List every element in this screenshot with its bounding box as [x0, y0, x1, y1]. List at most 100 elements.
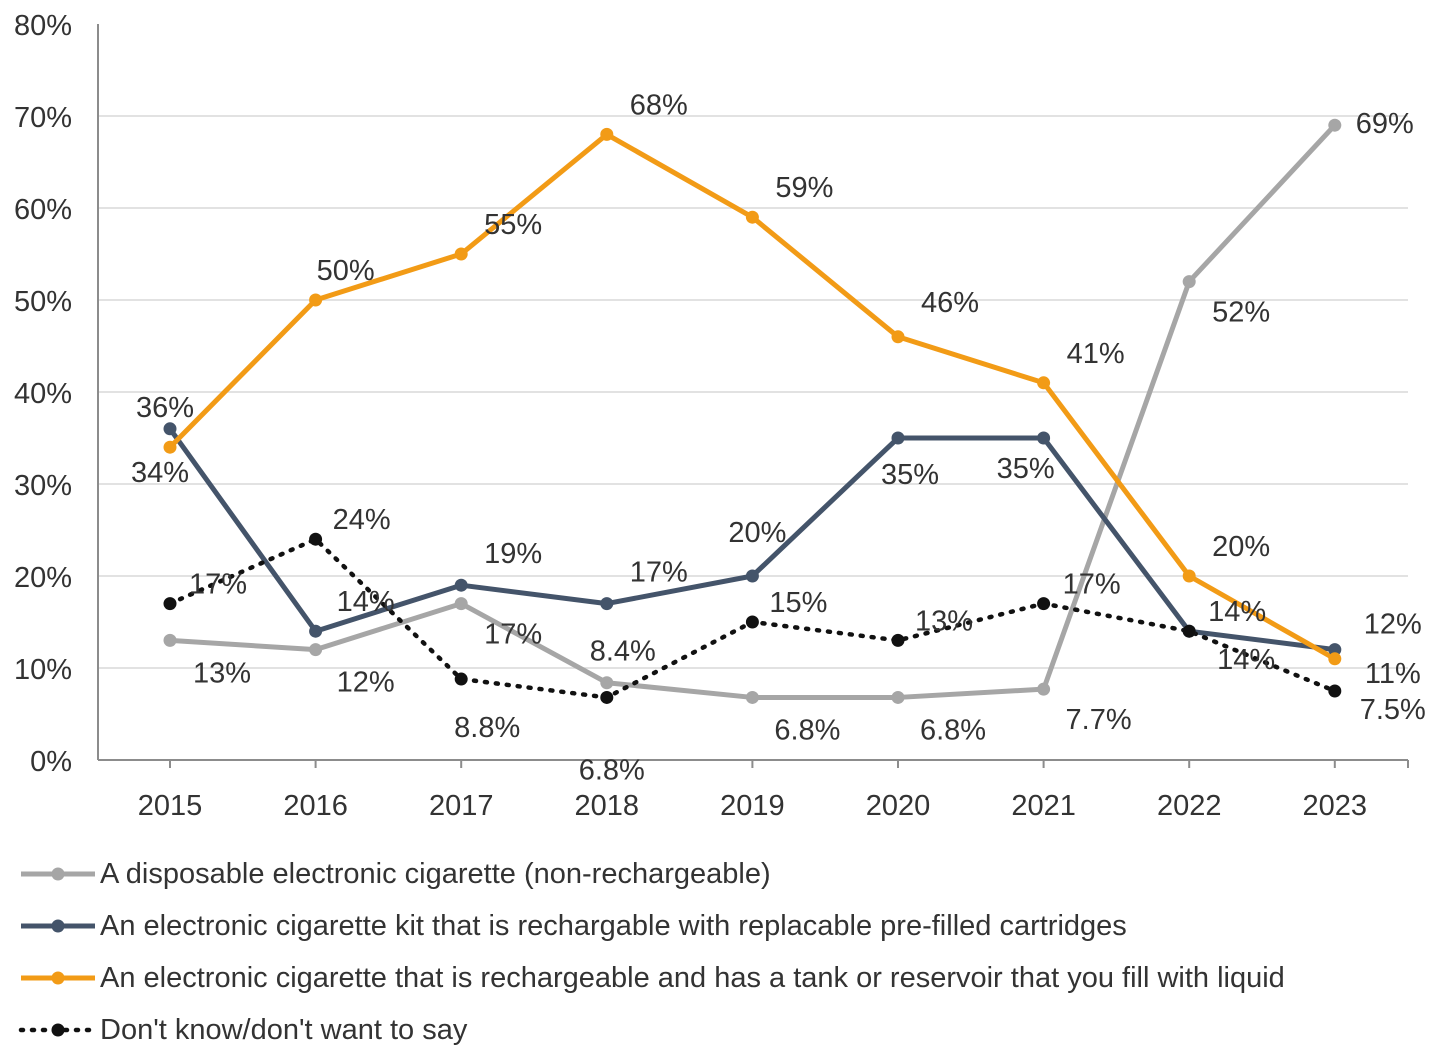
- legend-label: Don't know/don't want to say: [100, 1013, 468, 1046]
- data-label: 68%: [630, 89, 688, 121]
- data-point: [891, 690, 905, 704]
- data-label: 36%: [136, 392, 194, 424]
- data-point: [745, 690, 759, 704]
- data-point: [1328, 643, 1342, 657]
- data-point: [1037, 682, 1051, 696]
- x-tick-label: 2017: [429, 790, 494, 822]
- y-tick-label: 30%: [14, 470, 72, 502]
- data-label: 11%: [1365, 658, 1421, 690]
- data-point: [1182, 275, 1196, 289]
- data-point: [1182, 624, 1196, 638]
- legend-item: An electronic cigarette that is recharge…: [18, 952, 1285, 1004]
- y-tick-label: 10%: [14, 654, 72, 686]
- legend-label: An electronic cigarette that is recharge…: [100, 961, 1285, 994]
- data-point: [454, 247, 468, 261]
- data-label: 13%: [193, 657, 251, 689]
- legend-swatch: [18, 1023, 98, 1037]
- data-point: [163, 422, 177, 436]
- data-label: 14%: [1217, 644, 1275, 676]
- legend-item: Don't know/don't want to say: [18, 1004, 1285, 1056]
- data-point: [454, 672, 468, 686]
- data-label: 69%: [1356, 108, 1414, 140]
- data-label: 6.8%: [579, 754, 645, 786]
- data-point: [309, 624, 323, 638]
- data-label: 41%: [1067, 338, 1125, 370]
- data-label: 24%: [333, 504, 391, 536]
- x-tick-label: 2016: [283, 790, 348, 822]
- data-label: 35%: [881, 459, 939, 491]
- data-point: [163, 440, 177, 454]
- data-label: 6.8%: [774, 714, 840, 746]
- line-chart: 0%10%20%30%40%50%60%70%80% 2015 2016 2017 2…: [14, 10, 1426, 822]
- data-point: [309, 293, 323, 307]
- data-point: [600, 127, 614, 141]
- data-point: [600, 676, 614, 690]
- data-point: [600, 597, 614, 611]
- data-label: 6.8%: [920, 714, 986, 746]
- y-tick-label: 0%: [30, 746, 72, 778]
- data-label: 34%: [131, 457, 189, 489]
- y-tick-label: 80%: [14, 10, 72, 42]
- data-point: [163, 633, 177, 647]
- data-point: [745, 569, 759, 583]
- x-tick-label: 2020: [866, 790, 931, 822]
- legend: A disposable electronic cigarette (non-r…: [18, 848, 1285, 1056]
- data-label: 20%: [1212, 531, 1270, 563]
- y-tick-label: 50%: [14, 286, 72, 318]
- gridlines: [98, 115, 1408, 669]
- legend-item: An electronic cigarette kit that is rech…: [18, 900, 1285, 952]
- data-label: 8.4%: [590, 636, 656, 668]
- data-point: [745, 615, 759, 629]
- data-label: 50%: [317, 255, 375, 287]
- legend-swatch: [21, 867, 95, 881]
- y-tick-label: 70%: [14, 102, 72, 134]
- data-point: [1037, 376, 1051, 390]
- data-label: 46%: [921, 287, 979, 319]
- data-label: 7.7%: [1066, 704, 1132, 736]
- data-point: [600, 690, 614, 704]
- y-tick-label: 60%: [14, 194, 72, 226]
- legend-label: A disposable electronic cigarette (non-r…: [100, 857, 771, 890]
- x-tick-label: 2022: [1157, 790, 1222, 822]
- data-point: [1037, 597, 1051, 611]
- data-label: 12%: [337, 667, 395, 699]
- data-point: [891, 633, 905, 647]
- data-label: 19%: [484, 538, 542, 570]
- x-tick-label: 2015: [138, 790, 203, 822]
- x-tick-label: 2018: [575, 790, 640, 822]
- legend-swatch: [21, 919, 95, 933]
- data-labels: 13% 12% 17% 8.4% 6.8% 6.8% 7.7% 52% 69% 36% 14% 19%…: [131, 89, 1426, 786]
- data-point: [1037, 431, 1051, 445]
- data-label: 14%: [337, 586, 395, 618]
- data-point: [1328, 652, 1342, 666]
- data-label: 17%: [189, 569, 247, 601]
- data-label: 17%: [630, 557, 688, 589]
- y-tick-label: 40%: [14, 378, 72, 410]
- data-point: [454, 597, 468, 611]
- x-tick-label: 2021: [1011, 790, 1076, 822]
- data-label: 17%: [484, 619, 542, 651]
- x-tick-label: 2019: [720, 790, 785, 822]
- data-label: 20%: [728, 517, 786, 549]
- legend-swatch: [21, 971, 95, 985]
- data-point: [891, 431, 905, 445]
- data-label: 55%: [484, 209, 542, 241]
- legend-label: An electronic cigarette kit that is rech…: [100, 909, 1127, 942]
- data-label: 35%: [997, 453, 1055, 485]
- data-label: 17%: [1063, 569, 1121, 601]
- data-label: 15%: [769, 587, 827, 619]
- x-tick-label: 2023: [1303, 790, 1368, 822]
- legend-item: A disposable electronic cigarette (non-r…: [18, 848, 1285, 900]
- data-point: [1328, 684, 1342, 698]
- data-point: [891, 330, 905, 344]
- data-point: [309, 643, 323, 657]
- data-label: 12%: [1364, 609, 1422, 641]
- data-label: 59%: [775, 172, 833, 204]
- data-point: [309, 532, 323, 546]
- data-point: [1328, 118, 1342, 132]
- data-point: [163, 597, 177, 611]
- data-point: [454, 578, 468, 592]
- data-label: 52%: [1212, 297, 1270, 329]
- x-axis-ticks: 2015 2016 2017 2018 2019 2020 2021 2022 2023: [138, 760, 1409, 822]
- data-label: 8.8%: [454, 712, 520, 744]
